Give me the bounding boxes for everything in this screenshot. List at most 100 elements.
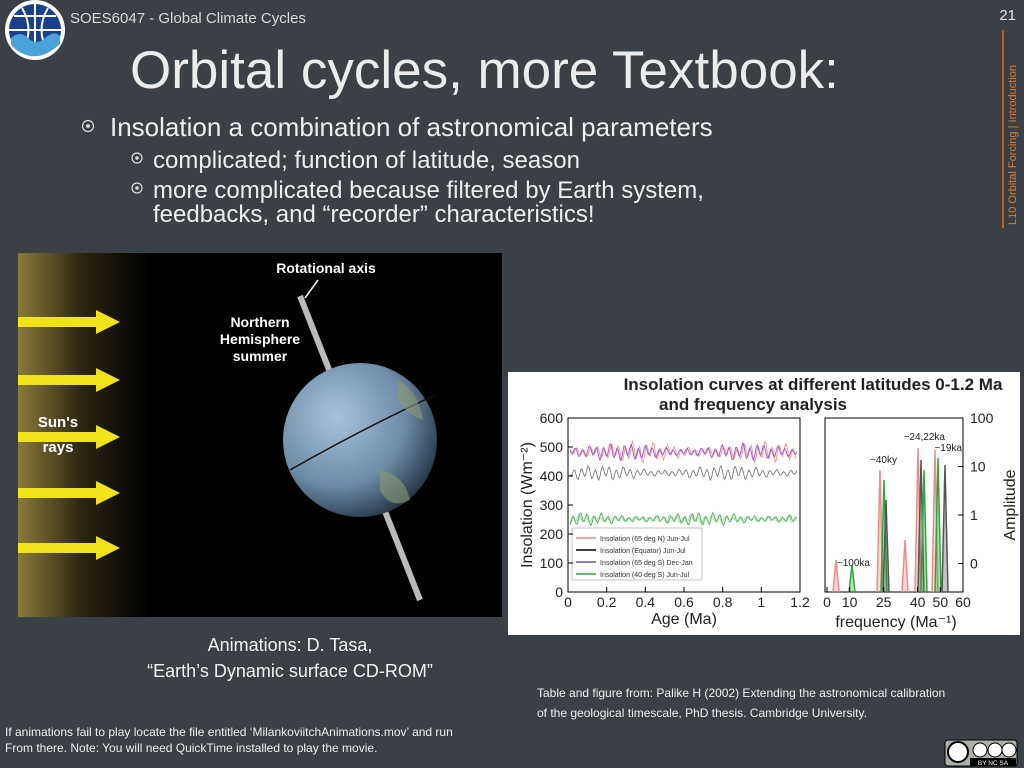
left-y-tick-label: 400 bbox=[540, 468, 564, 484]
insolation-curve bbox=[569, 513, 798, 525]
annotation: ~40ky bbox=[870, 455, 897, 466]
badge-strip bbox=[970, 758, 1016, 766]
spectrum-peak bbox=[920, 469, 928, 593]
sub-bullet-text: feedbacks, and “recorder” characteristic… bbox=[153, 201, 595, 228]
right-x-tick-label: 0 bbox=[823, 594, 831, 610]
bullet-mark bbox=[131, 182, 143, 194]
spectrum-peak bbox=[848, 564, 856, 593]
right-x-tick-label: 40 bbox=[910, 594, 926, 610]
insolation-curve bbox=[569, 464, 798, 482]
left-x-tick-label: 0.4 bbox=[636, 594, 656, 610]
insolation-figure: Insolation curves at different latitudes… bbox=[508, 372, 1020, 635]
by-icon bbox=[972, 742, 988, 758]
cc-icon bbox=[947, 741, 969, 763]
logo-wave bbox=[11, 33, 60, 57]
sa-icon bbox=[1001, 742, 1017, 758]
bullet-list: Insolation a combination of astronomical… bbox=[81, 112, 713, 228]
spectrum-peak bbox=[832, 559, 840, 593]
legend-label: Insolation (65 deg N) Jun-Jul bbox=[600, 536, 690, 543]
license-text: BY NC SA bbox=[978, 760, 1009, 767]
right-x-tick-label: 25 bbox=[876, 594, 892, 610]
sun-arrow-head bbox=[96, 425, 120, 449]
right-y-tick-label: 0 bbox=[970, 556, 978, 572]
source-line: of the geological timescale, PhD thesis.… bbox=[537, 706, 867, 720]
license-badge[interactable]: BY NC SA bbox=[944, 739, 1018, 767]
season-label-line: Northern bbox=[230, 314, 289, 330]
sun-arrows bbox=[18, 310, 120, 560]
left-y-tick-label: 500 bbox=[540, 439, 564, 455]
sub-bullet-text: more complicated because filtered by Ear… bbox=[153, 177, 704, 204]
annotation: ~24,22ka bbox=[904, 432, 946, 443]
note-line: If animations fail to play locate the fi… bbox=[5, 725, 453, 739]
right-x-label: frequency (Ma⁻¹) bbox=[835, 614, 956, 631]
sun-arrow bbox=[18, 543, 98, 553]
bullet-mark bbox=[131, 152, 143, 164]
right-x-tick-label: 10 bbox=[842, 594, 858, 610]
left-x-tick-label: 1.2 bbox=[790, 594, 810, 610]
legend-box bbox=[571, 527, 703, 581]
caption-line: “Earth’s Dynamic surface CD-ROM” bbox=[147, 661, 433, 681]
spectrum-peak bbox=[880, 479, 888, 593]
figure-title: Insolation curves at different latitudes… bbox=[624, 375, 1003, 394]
figure-title: and frequency analysis bbox=[659, 395, 847, 414]
spectrum-peak bbox=[901, 539, 909, 593]
right-plot-frame bbox=[824, 417, 964, 593]
bullet-mark bbox=[135, 156, 139, 160]
bullet-mark bbox=[135, 186, 139, 190]
rays-label-line: Sun's bbox=[38, 414, 78, 431]
left-y-label: Insolation (Wm⁻²) bbox=[519, 442, 536, 568]
legend-label: Insolation (65 deg S) Dec-Jan bbox=[600, 560, 693, 567]
bullet-mark bbox=[81, 119, 95, 133]
left-x-tick-label: 0 bbox=[564, 594, 572, 610]
spectrum-peak bbox=[934, 457, 942, 593]
annotation: ~100ka bbox=[837, 558, 871, 569]
animation-figure: Rotational axis NorthernHemispheresummer… bbox=[18, 253, 502, 617]
left-x-tick-label: 0.8 bbox=[713, 594, 733, 610]
left-y-tick-label: 200 bbox=[540, 526, 564, 542]
season-label-line: summer bbox=[233, 348, 288, 364]
rays-label: Sun's rays bbox=[38, 414, 78, 456]
curves bbox=[569, 439, 798, 527]
sun-arrow-head bbox=[96, 481, 120, 505]
sun-arrow bbox=[18, 317, 98, 327]
spectrum bbox=[832, 447, 949, 593]
left-y-tick-label: 600 bbox=[540, 410, 564, 426]
sun-arrow-head bbox=[96, 310, 120, 334]
logo bbox=[5, 0, 65, 60]
sun-arrow bbox=[18, 375, 98, 385]
source-line: Table and figure from: Palike H (2002) E… bbox=[537, 686, 945, 700]
left-x-tick-label: 0.2 bbox=[597, 594, 617, 610]
slide-title: Orbital cycles, more Textbook: bbox=[130, 41, 839, 100]
sun-arrow bbox=[18, 432, 98, 442]
legend-label: Insolation (40 deg S) Jun-Jul bbox=[600, 572, 690, 579]
earth bbox=[283, 363, 437, 517]
axis-label: Rotational axis bbox=[276, 260, 376, 276]
left-y-tick-label: 100 bbox=[540, 555, 564, 571]
side-label: L10 Orbital Forcing | Introduction bbox=[1007, 65, 1019, 225]
right-y-tick-label: 10 bbox=[970, 459, 986, 475]
season-label-line: Hemisphere bbox=[220, 331, 300, 347]
left-y-tick-label: 300 bbox=[540, 497, 564, 513]
page-number: 21 bbox=[999, 7, 1016, 24]
bullet-text: Insolation a combination of astronomical… bbox=[110, 112, 713, 142]
sub-bullet-text: complicated; function of latitude, seaso… bbox=[153, 147, 580, 174]
caption-line: Animations: D. Tasa, bbox=[208, 635, 373, 655]
right-x-tick-label: 60 bbox=[955, 594, 971, 610]
sun-arrow-head bbox=[96, 368, 120, 392]
insolation-curve bbox=[569, 511, 798, 527]
course-name: SOES6047 - Global Climate Cycles bbox=[70, 10, 306, 27]
left-x-label: Age (Ma) bbox=[651, 611, 717, 628]
left-x-tick-label: 1 bbox=[757, 594, 765, 610]
spectrum-peak bbox=[941, 464, 949, 593]
right-x-tick-label: 50 bbox=[933, 594, 949, 610]
sun-arrow-head bbox=[96, 536, 120, 560]
continents bbox=[380, 380, 423, 504]
spectrum-peak bbox=[882, 499, 890, 593]
axis-pointer bbox=[304, 279, 319, 299]
right-y-tick-label: 100 bbox=[970, 410, 994, 426]
sun-arrow bbox=[18, 488, 98, 498]
